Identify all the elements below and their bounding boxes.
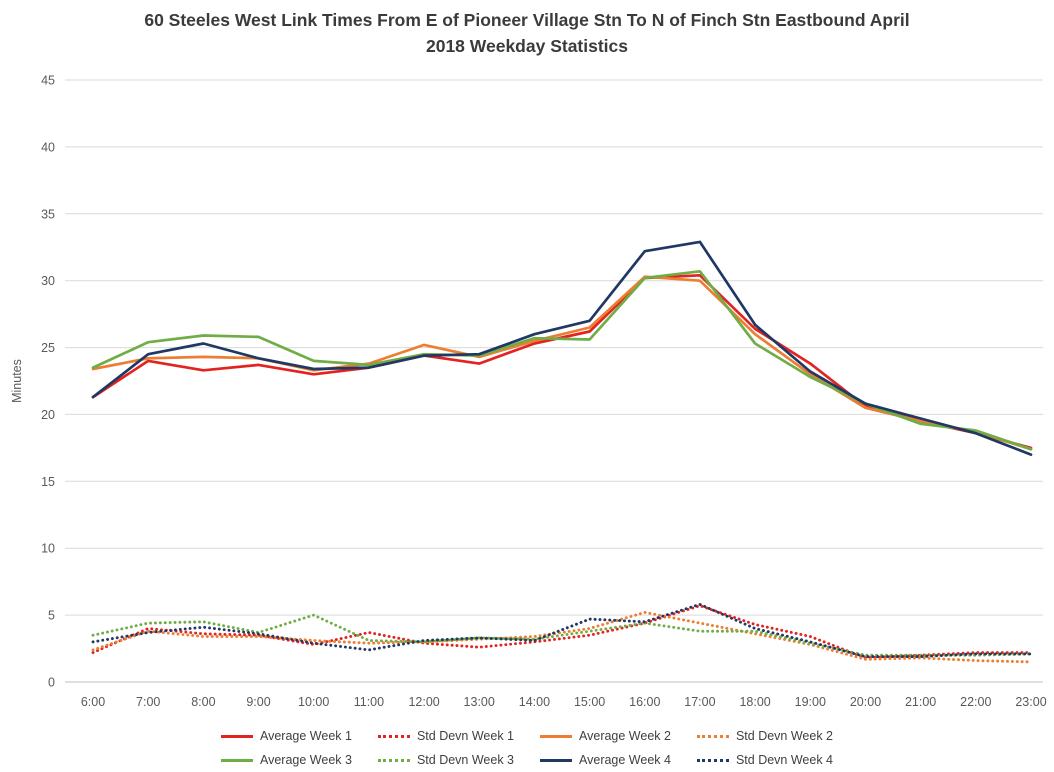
legend-swatch-average-week-2 <box>540 734 572 738</box>
legend-label-std-devn-week-2: Std Devn Week 2 <box>735 729 834 743</box>
legend-swatch-std-devn-week-2 <box>696 734 729 738</box>
y-tick-label-35: 35 <box>41 207 55 221</box>
series-average-week-3 <box>91 269 1033 451</box>
legend-item-std-devn-week-3: Std Devn Week 3 <box>377 753 514 767</box>
legend-row-1: Average Week 1 Std Devn Week 1 Average Wee… <box>220 729 834 743</box>
series-std-devn-week-2 <box>91 610 1033 664</box>
legend-swatch-average-week-1 <box>220 734 253 738</box>
chart-title-line-2: 2018 Weekday Statistics <box>425 36 629 57</box>
x-tick-label-20:00: 20:00 <box>850 695 881 709</box>
y-tick-label-25: 25 <box>41 341 55 355</box>
legend-label-average-week-1: Average Week 1 <box>259 729 352 743</box>
legend-item-average-week-4: Average Week 4 <box>540 753 671 767</box>
x-tick-label-17:00: 17:00 <box>684 695 715 709</box>
legend-item-average-week-2: Average Week 2 <box>540 729 671 743</box>
y-axis-title: Minutes <box>10 359 24 403</box>
y-tick-label-15: 15 <box>41 475 55 489</box>
x-tick-label-7:00: 7:00 <box>136 695 160 709</box>
x-tick-label-22:00: 22:00 <box>960 695 991 709</box>
legend-swatch-std-devn-week-1 <box>377 734 410 738</box>
y-tick-label-0: 0 <box>48 676 55 690</box>
legend-label-average-week-3: Average Week 3 <box>259 753 352 767</box>
y-tick-label-45: 45 <box>41 74 55 88</box>
chart-legend: Average Week 1 Std Devn Week 1 Average Wee… <box>0 729 1054 767</box>
legend-item-std-devn-week-1: Std Devn Week 1 <box>377 729 514 743</box>
x-tick-label-14:00: 14:00 <box>519 695 550 709</box>
x-tick-label-18:00: 18:00 <box>739 695 770 709</box>
series-std-devn-week-3 <box>91 613 1033 657</box>
series-std-devn-week-1 <box>91 604 1033 660</box>
legend-row-2: Average Week 3 Std Devn Week 3 Average Wee… <box>220 753 834 767</box>
x-tick-label-11:00: 11:00 <box>354 695 384 709</box>
legend-label-average-week-2: Average Week 2 <box>579 729 671 743</box>
x-tick-label-16:00: 16:00 <box>629 695 660 709</box>
legend-item-average-week-1: Average Week 1 <box>220 729 352 743</box>
chart-title: 60 Steeles West Link Times From E of Pio… <box>77 7 977 60</box>
chart-title-line-1: 60 Steeles West Link Times From E of Pio… <box>144 10 910 30</box>
legend-swatch-average-week-3 <box>220 758 253 762</box>
x-tick-label-19:00: 19:00 <box>795 695 826 709</box>
legend-swatch-std-devn-week-3 <box>377 758 410 762</box>
legend-item-std-devn-week-2: Std Devn Week 2 <box>696 729 834 743</box>
legend-label-std-devn-week-1: Std Devn Week 1 <box>416 729 514 743</box>
legend-item-average-week-3: Average Week 3 <box>220 753 352 767</box>
series-average-week-1 <box>91 273 1033 450</box>
series-std-devn-week-4 <box>91 602 1033 659</box>
x-tick-label-6:00: 6:00 <box>81 695 105 709</box>
y-axis-tick-labels: 0 5 10 15 20 25 30 35 40 45 <box>41 74 55 690</box>
x-tick-label-10:00: 10:00 <box>298 695 329 709</box>
series-lines <box>91 240 1033 664</box>
legend-swatch-std-devn-week-4 <box>696 758 729 762</box>
y-tick-label-10: 10 <box>41 542 55 556</box>
y-tick-label-30: 30 <box>41 274 55 288</box>
legend-label-std-devn-week-3: Std Devn Week 3 <box>416 753 514 767</box>
y-tick-label-40: 40 <box>41 140 55 154</box>
x-tick-label-15:00: 15:00 <box>574 695 605 709</box>
legend-swatch-average-week-4 <box>540 758 572 762</box>
x-tick-label-21:00: 21:00 <box>905 695 936 709</box>
y-tick-label-20: 20 <box>41 408 55 422</box>
x-tick-label-13:00: 13:00 <box>464 695 495 709</box>
legend-label-average-week-4: Average Week 4 <box>579 753 671 767</box>
legend-label-std-devn-week-4: Std Devn Week 4 <box>735 753 834 767</box>
series-average-week-4 <box>91 240 1033 456</box>
link-times-line-chart: 0 5 10 15 20 25 30 35 40 45 6:00 7:00 8:00 9:00 10:00… <box>10 74 1047 710</box>
y-tick-label-5: 5 <box>48 609 55 623</box>
x-tick-label-23:00: 23:00 <box>1015 695 1046 709</box>
x-axis-tick-labels: 6:00 7:00 8:00 9:00 10:00 11:00 12:00 13:00 14:0… <box>81 695 1047 709</box>
x-tick-label-12:00: 12:00 <box>408 695 439 709</box>
gridlines <box>65 79 1043 683</box>
legend-item-std-devn-week-4: Std Devn Week 4 <box>696 753 834 767</box>
series-average-week-2 <box>91 275 1033 451</box>
x-tick-label-8:00: 8:00 <box>191 695 215 709</box>
x-tick-label-9:00: 9:00 <box>246 695 270 709</box>
